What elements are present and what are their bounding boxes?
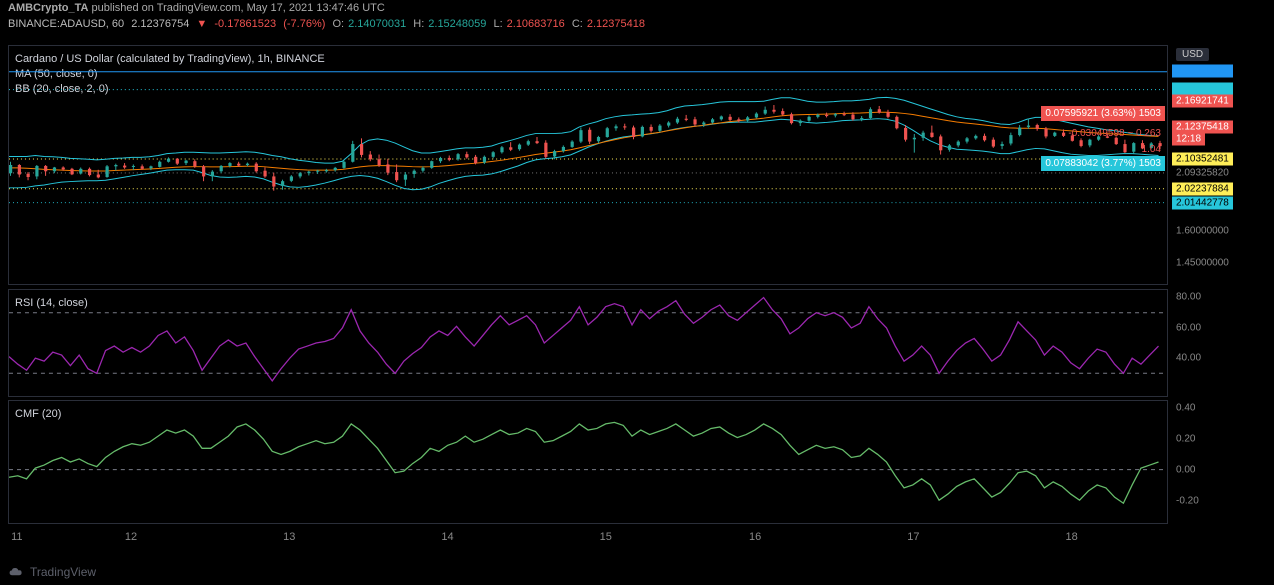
close-value: 2.12375418 (587, 18, 645, 30)
main-svg (9, 46, 1167, 284)
x-axis-label: 11 (11, 531, 22, 543)
open-value: 2.14070031 (348, 18, 406, 30)
publisher: AMBCrypto_TA published on TradingView.co… (8, 2, 385, 14)
price-label: 2.01442778 (1172, 197, 1233, 210)
rsi-chart[interactable]: RSI (14, close) (8, 289, 1168, 397)
price-label: 2.09325820 (1172, 167, 1233, 180)
cmf-tick: 0.40 (1172, 401, 1199, 414)
rsi-tick: 80.00 (1172, 290, 1205, 303)
x-axis-label: 17 (907, 531, 919, 543)
x-axis-label: 15 (600, 531, 612, 543)
low-value: 2.10683716 (507, 18, 565, 30)
x-axis-label: 16 (749, 531, 761, 543)
x-axis-label: 12 (125, 531, 137, 543)
cmf-tick: 0.20 (1172, 432, 1199, 445)
price-flag: 1.04 (1138, 142, 1165, 157)
brand-text: TradingView (30, 565, 96, 579)
rsi-tick: 60.00 (1172, 321, 1205, 334)
cmf-chart[interactable]: CMF (20) (8, 400, 1168, 524)
x-axis-label: 13 (283, 531, 295, 543)
cmf-svg (9, 401, 1167, 523)
open-label: O: (332, 18, 344, 30)
rsi-tick: 40.00 (1172, 352, 1205, 365)
price-label: 1.45000000 (1172, 257, 1233, 270)
x-axis-label: 18 (1065, 531, 1077, 543)
high-label: H: (413, 18, 424, 30)
cloud-icon (8, 565, 24, 579)
main-price-chart[interactable]: Cardano / US Dollar (calculated by Tradi… (8, 45, 1168, 285)
close-label: C: (572, 18, 583, 30)
price-label: 1.60000000 (1172, 225, 1233, 238)
cmf-tick: 0.00 (1172, 463, 1199, 476)
x-axis-label: 14 (441, 531, 453, 543)
ticker-price: 2.12376754 (131, 18, 189, 30)
price-label: 2.16921741 (1172, 95, 1233, 108)
price-flag: -0.03049598 ~ 0.263 (1064, 126, 1165, 141)
low-label: L: (493, 18, 502, 30)
price-flag: 0.07595921 (3.63%) 1503 (1041, 106, 1165, 121)
price-label: 2.02237884 (1172, 183, 1233, 196)
ticker-symbol: BINANCE:ADAUSD, 60 (8, 18, 124, 30)
ticker-bar: BINANCE:ADAUSD, 60 2.12376754 ▼ -0.17861… (8, 18, 649, 30)
high-value: 2.15248059 (428, 18, 486, 30)
ticker-change-pct: (-7.76%) (283, 18, 325, 30)
cmf-tick: -0.20 (1172, 494, 1203, 507)
price-label: 2.10352481 (1172, 153, 1233, 166)
tradingview-logo: TradingView (8, 565, 96, 579)
arrow-down-icon: ▼ (196, 18, 207, 30)
usd-badge: USD (1176, 48, 1209, 61)
ticker-change: -0.17861523 (214, 18, 276, 30)
x-axis: 11 12 13 14 15 16 17 18 (8, 527, 1168, 552)
price-flag: 0.07883042 (3.77%) 1503 (1041, 156, 1165, 171)
price-label: 12:18 (1172, 133, 1205, 146)
rsi-svg (9, 290, 1167, 396)
price-label: 2.33220628 (1172, 65, 1233, 78)
